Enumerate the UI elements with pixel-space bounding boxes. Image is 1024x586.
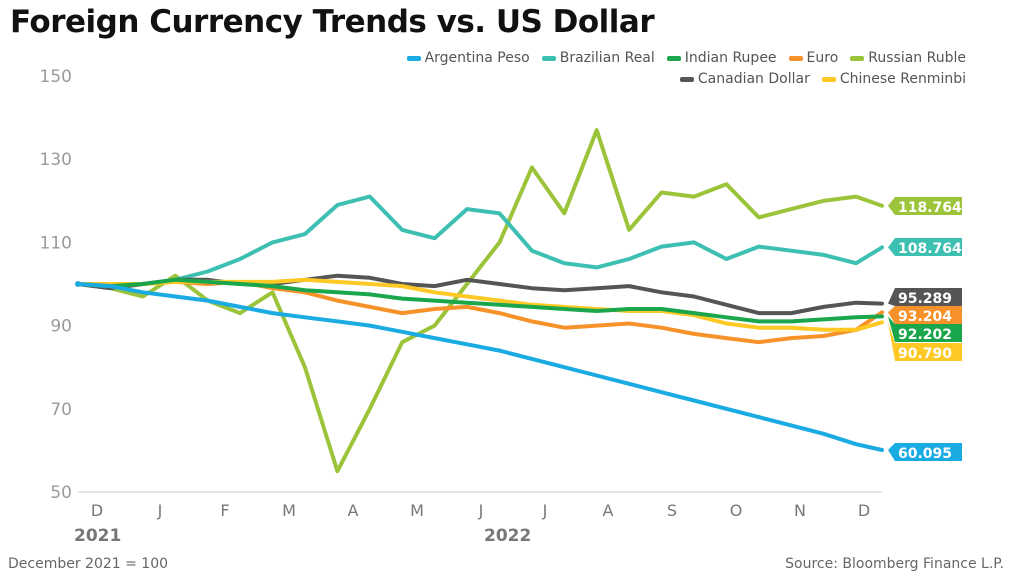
x-tick-label: F bbox=[220, 501, 229, 520]
base-footnote: December 2021 = 100 bbox=[8, 556, 169, 572]
x-tick-label: S bbox=[667, 501, 677, 520]
x-tick-label: O bbox=[730, 501, 743, 520]
legend-item-russian-ruble: Russian Ruble bbox=[850, 50, 966, 66]
legend-label-indian-rupee: Indian Rupee bbox=[684, 50, 777, 66]
y-tick-label: 90 bbox=[50, 317, 72, 337]
end-value-label: 118.764 bbox=[898, 200, 962, 216]
y-tick-label: 70 bbox=[50, 400, 72, 420]
legend-label-argentina-peso: Argentina Peso bbox=[424, 50, 530, 66]
series-line-indian-rupee bbox=[76, 277, 884, 324]
x-tick-label: N bbox=[794, 501, 806, 520]
end-value-label: 108.764 bbox=[898, 241, 962, 257]
legend-swatch-canadian-dollar bbox=[679, 76, 694, 82]
legend-swatch-chinese-renminbi bbox=[821, 76, 836, 82]
legend-label-canadian-dollar: Canadian Dollar bbox=[697, 71, 810, 87]
end-value-label: 95.289 bbox=[898, 291, 952, 307]
series-line-brazilian-real bbox=[76, 194, 884, 291]
end-label-box bbox=[888, 316, 962, 342]
page-title: Foreign Currency Trends vs. US Dollar bbox=[10, 4, 655, 40]
end-value-label: 92.202 bbox=[898, 327, 952, 343]
chart-legend: Argentina Peso Brazilian Real Indian Rup… bbox=[406, 50, 966, 87]
y-tick-label: 130 bbox=[40, 150, 72, 170]
x-tick-label: A bbox=[348, 501, 359, 520]
end-label-box bbox=[888, 443, 962, 461]
year-label: 2021 bbox=[74, 526, 121, 546]
legend-swatch-russian-ruble bbox=[850, 55, 865, 61]
x-tick-label: D bbox=[91, 501, 103, 520]
legend-label-euro: Euro bbox=[806, 50, 839, 66]
y-tick-label: 50 bbox=[50, 483, 72, 503]
x-tick-label: M bbox=[282, 501, 296, 520]
legend-item-euro: Euro bbox=[788, 50, 839, 66]
x-tick-label: J bbox=[478, 501, 484, 520]
x-tick-label: J bbox=[157, 501, 163, 520]
legend-item-brazilian-real: Brazilian Real bbox=[541, 50, 655, 66]
year-label: 2022 bbox=[484, 526, 531, 546]
source-note: Source: Bloomberg Finance L.P. bbox=[785, 556, 1004, 572]
series-line-argentina-peso bbox=[76, 282, 884, 452]
legend-item-argentina-peso: Argentina Peso bbox=[406, 50, 530, 66]
x-tick-label: A bbox=[603, 501, 614, 520]
end-label-box bbox=[888, 322, 962, 361]
x-tick-label: M bbox=[410, 501, 424, 520]
legend-item-chinese-renminbi: Chinese Renminbi bbox=[821, 71, 966, 87]
legend-swatch-brazilian-real bbox=[541, 55, 556, 61]
end-label-box bbox=[888, 197, 962, 215]
end-value-label: 60.095 bbox=[898, 446, 952, 462]
legend-swatch-indian-rupee bbox=[666, 55, 681, 61]
end-label-box bbox=[888, 288, 962, 306]
legend-swatch-euro bbox=[788, 55, 803, 61]
end-value-label: 93.204 bbox=[898, 309, 952, 325]
legend-label-brazilian-real: Brazilian Real bbox=[559, 50, 655, 66]
legend-item-indian-rupee: Indian Rupee bbox=[666, 50, 777, 66]
legend-label-russian-ruble: Russian Ruble bbox=[868, 50, 966, 66]
legend-label-chinese-renminbi: Chinese Renminbi bbox=[839, 71, 966, 87]
y-tick-label: 110 bbox=[40, 233, 72, 253]
end-label-box bbox=[888, 306, 962, 324]
end-value-label: 90.790 bbox=[898, 346, 952, 362]
legend-swatch-argentina-peso bbox=[406, 55, 421, 61]
x-tick-label: D bbox=[858, 501, 870, 520]
x-tick-label: J bbox=[542, 501, 548, 520]
end-label-box bbox=[888, 238, 962, 256]
legend-item-canadian-dollar: Canadian Dollar bbox=[679, 71, 810, 87]
y-tick-label: 150 bbox=[40, 67, 72, 87]
